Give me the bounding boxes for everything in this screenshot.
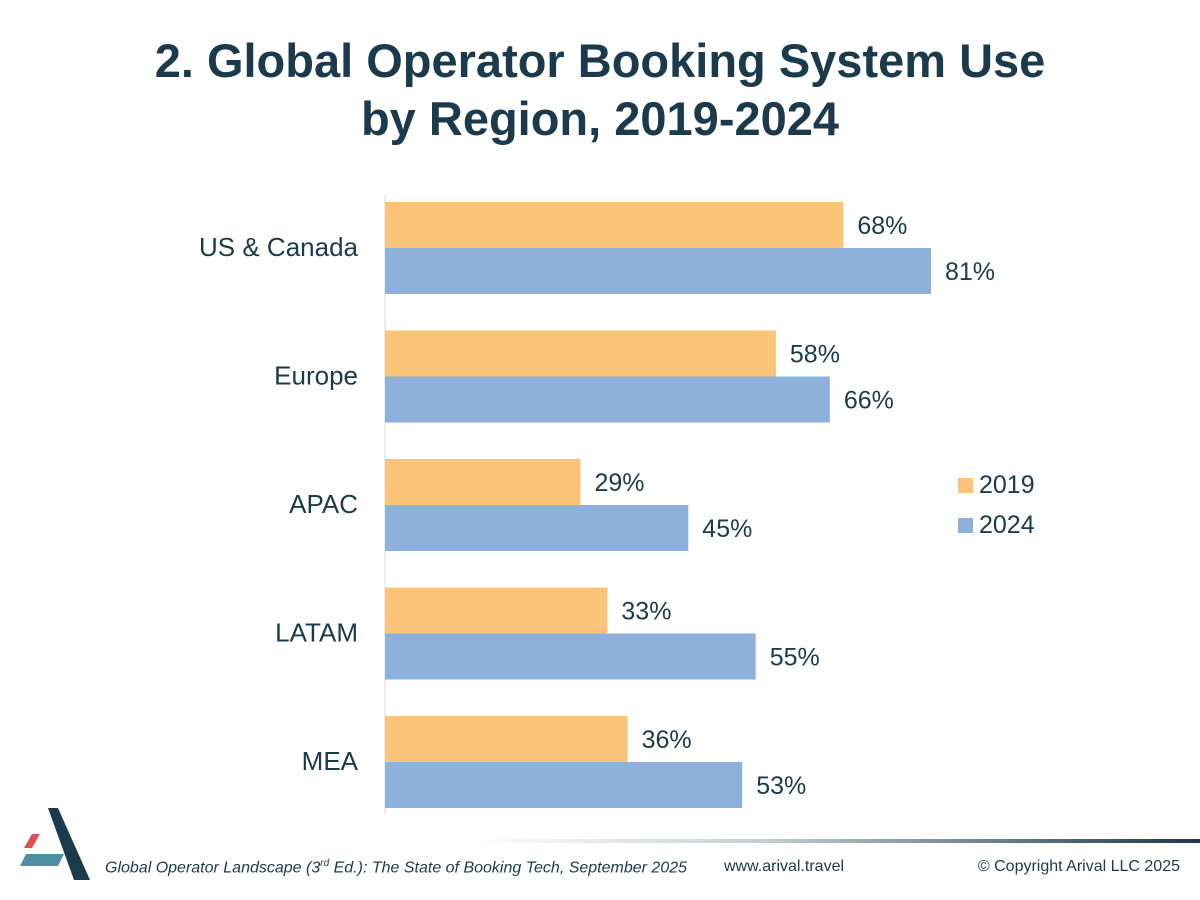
bar-europe-2024 [385, 376, 830, 423]
bar-mea-2019 [385, 716, 628, 762]
citation-prefix: Global Operator Landscape (3 [105, 859, 321, 877]
bar-us-and-canada-2024 [385, 248, 931, 294]
logo-red-shape [24, 834, 40, 848]
data-label-us-and-canada-2024: 81% [945, 258, 995, 286]
data-label-us-and-canada-2019: 68% [857, 212, 907, 240]
category-label-mea: MEA [302, 746, 359, 776]
citation-superscript: rd [320, 858, 330, 869]
legend-swatch-2019 [958, 478, 973, 493]
data-label-apac-2019: 29% [594, 469, 644, 497]
data-label-apac-2024: 45% [702, 515, 752, 543]
legend-swatch-2024 [958, 518, 973, 533]
data-label-latam-2024: 55% [770, 644, 820, 672]
bar-chart: US & Canada 68% 81% Europe 58%66% APAC 29% 45% L… [199, 195, 1035, 815]
data-label-latam-2019: 33% [621, 598, 671, 626]
footer-copyright: © Copyright Arival LLC 2025 [977, 858, 1180, 875]
chart-title-line-1: 2. Global Operator Booking System Use [154, 34, 1046, 87]
category-label-latam: LATAM [275, 618, 358, 648]
arival-logo-icon [20, 808, 90, 880]
citation-suffix: Ed.): The State of Booking Tech, Septemb… [329, 859, 688, 877]
bar-apac-2024 [385, 505, 689, 551]
legend-label-2024: 2024 [979, 511, 1035, 539]
logo-dark-shape [48, 808, 90, 880]
bar-latam-2024 [385, 633, 756, 680]
data-label-mea-2024: 53% [756, 772, 806, 800]
data-label-mea-2019: 36% [642, 726, 692, 754]
footer-citation: Global Operator Landscape (3rd Ed.): The… [105, 858, 687, 877]
data-label-europe-2024: 66% [844, 387, 894, 415]
bar-europe-2019 [385, 330, 776, 377]
data-label-europe-2019: 58% [790, 341, 840, 369]
category-label-europe: Europe [274, 361, 358, 391]
logo-teal-shape [20, 854, 64, 866]
category-label-us-and-canada: US & Canada [199, 232, 359, 262]
footer-divider [470, 839, 1200, 843]
chart-title: 2. Global Operator Booking System Use by… [0, 32, 1200, 148]
category-label-apac: APAC [289, 489, 358, 519]
legend-label-2019: 2019 [979, 471, 1035, 499]
bar-apac-2019 [385, 459, 581, 505]
chart-title-line-2: by Region, 2019-2024 [360, 92, 840, 145]
footer-website-link[interactable]: www.arival.travel [724, 858, 845, 875]
bar-us-and-canada-2019 [385, 202, 844, 248]
bar-mea-2024 [385, 762, 743, 808]
bar-latam-2019 [385, 587, 608, 634]
